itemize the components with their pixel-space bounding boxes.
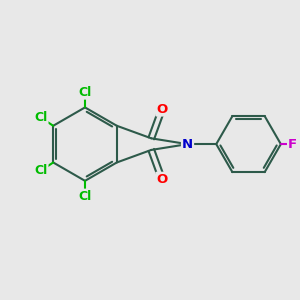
Text: Cl: Cl (78, 190, 92, 202)
Text: Cl: Cl (78, 85, 92, 99)
Text: Cl: Cl (34, 164, 47, 177)
Text: Cl: Cl (34, 111, 47, 124)
Text: O: O (156, 103, 168, 116)
Text: F: F (288, 138, 297, 151)
Text: N: N (182, 138, 193, 151)
Text: O: O (156, 173, 168, 186)
